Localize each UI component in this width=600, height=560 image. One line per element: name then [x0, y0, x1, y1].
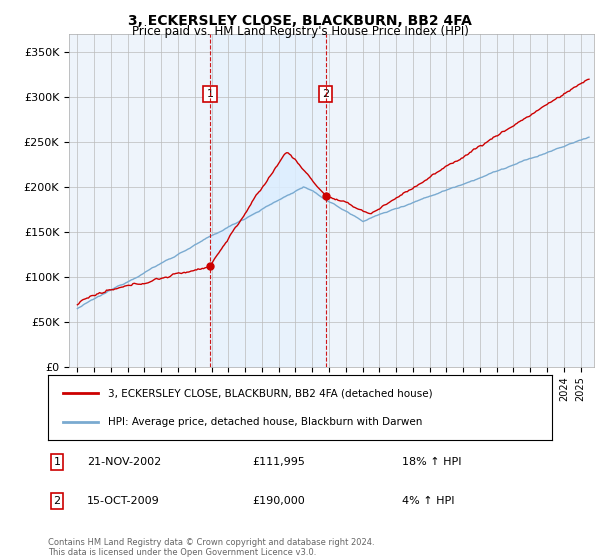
Text: 3, ECKERSLEY CLOSE, BLACKBURN, BB2 4FA (detached house): 3, ECKERSLEY CLOSE, BLACKBURN, BB2 4FA (…	[109, 388, 433, 398]
Text: Contains HM Land Registry data © Crown copyright and database right 2024.
This d: Contains HM Land Registry data © Crown c…	[48, 538, 374, 557]
Text: 3, ECKERSLEY CLOSE, BLACKBURN, BB2 4FA: 3, ECKERSLEY CLOSE, BLACKBURN, BB2 4FA	[128, 14, 472, 28]
Text: HPI: Average price, detached house, Blackburn with Darwen: HPI: Average price, detached house, Blac…	[109, 417, 423, 427]
Text: £111,995: £111,995	[252, 457, 305, 467]
Text: 1: 1	[53, 457, 61, 467]
Text: 2: 2	[322, 89, 329, 99]
Text: Price paid vs. HM Land Registry's House Price Index (HPI): Price paid vs. HM Land Registry's House …	[131, 25, 469, 38]
Text: 4% ↑ HPI: 4% ↑ HPI	[402, 496, 455, 506]
Text: £190,000: £190,000	[252, 496, 305, 506]
Text: 21-NOV-2002: 21-NOV-2002	[87, 457, 161, 467]
Text: 1: 1	[206, 89, 214, 99]
Text: 15-OCT-2009: 15-OCT-2009	[87, 496, 160, 506]
Text: 2: 2	[53, 496, 61, 506]
Text: 18% ↑ HPI: 18% ↑ HPI	[402, 457, 461, 467]
